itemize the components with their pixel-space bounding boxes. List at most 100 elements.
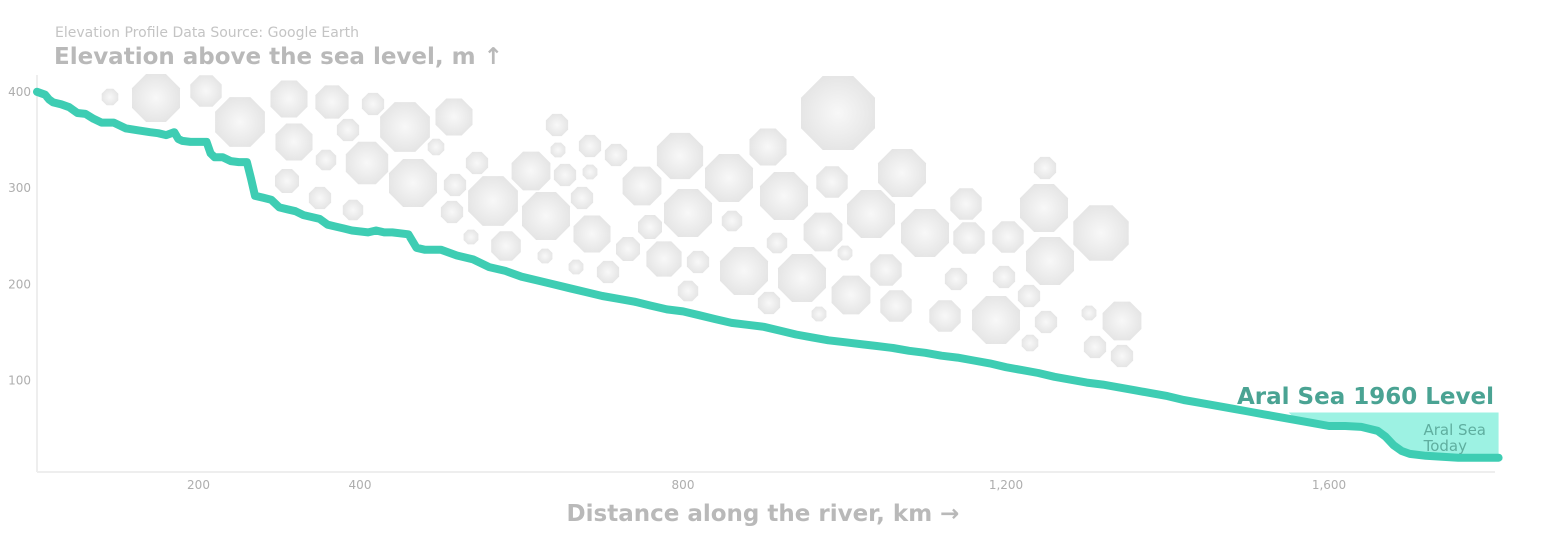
decorative-octagon (1020, 184, 1068, 232)
x-tick-labels: 200 400 800 1,200 1,600 (187, 478, 1346, 492)
decorative-octagon (831, 275, 871, 315)
decorative-octagon (270, 80, 308, 118)
decorative-octagon (463, 229, 479, 245)
decorative-octagon (705, 154, 753, 202)
decorative-octagon (570, 186, 594, 210)
x-tick-label: 1,200 (989, 478, 1023, 492)
decorative-octagon (760, 172, 808, 220)
x-axis-label: Distance along the river, km → (567, 501, 960, 527)
data-source-note: Elevation Profile Data Source: Google Ea… (55, 25, 359, 41)
decorative-octagon (468, 176, 518, 226)
decorative-octagon (972, 296, 1020, 344)
decorative-octagon (522, 192, 570, 240)
decorative-octagon (537, 248, 553, 264)
decorative-octagon (275, 169, 299, 193)
decorative-octagons (101, 74, 1142, 368)
decorative-octagon (646, 241, 682, 277)
decorative-octagon (1081, 305, 1097, 321)
decorative-octagon (992, 221, 1024, 253)
decorative-octagon (721, 210, 743, 232)
decorative-octagon (553, 163, 577, 187)
decorative-octagon (308, 186, 332, 210)
decorative-octagon (190, 75, 222, 107)
x-tick-label: 800 (672, 478, 695, 492)
decorative-octagon (950, 188, 982, 220)
decorative-octagon (380, 102, 430, 152)
decorative-octagon (677, 280, 699, 302)
decorative-octagon (361, 92, 385, 116)
decorative-octagon (315, 85, 349, 119)
decorative-octagon (568, 259, 584, 275)
decorative-octagon (816, 166, 848, 198)
decorative-octagon (215, 97, 265, 147)
decorative-octagon (443, 173, 467, 197)
decorative-octagon (440, 200, 464, 224)
decorative-octagon (811, 306, 827, 322)
decorative-octagon (545, 113, 569, 137)
decorative-octagon (616, 237, 640, 261)
x-tick-label: 400 (349, 478, 372, 492)
decorative-octagon (596, 260, 620, 284)
decorative-octagon (275, 123, 313, 161)
decorative-octagon (1102, 301, 1142, 341)
decorative-octagon (656, 132, 704, 180)
decorative-octagon (550, 142, 566, 158)
decorative-octagon (880, 290, 912, 322)
decorative-octagon (1033, 156, 1057, 180)
decorative-octagon (803, 212, 843, 252)
decorative-octagon (801, 76, 875, 150)
y-tick-label: 200 (8, 277, 31, 291)
decorative-octagon (1021, 334, 1039, 352)
decorative-octagon (766, 232, 788, 254)
decorative-octagon (1073, 205, 1129, 261)
decorative-octagon (778, 254, 826, 302)
decorative-octagon (992, 265, 1016, 289)
decorative-octagon (1110, 344, 1134, 368)
y-tick-label: 100 (8, 374, 31, 388)
x-tick-label: 1,600 (1312, 478, 1346, 492)
decorative-octagon (929, 300, 961, 332)
y-tick-label: 400 (8, 85, 31, 99)
decorative-octagon (491, 231, 521, 261)
y-tick-label: 300 (8, 181, 31, 195)
decorative-octagon (604, 143, 628, 167)
decorative-octagon (878, 149, 926, 197)
decorative-octagon (901, 209, 949, 257)
y-tick-labels: 100 200 300 400 (8, 85, 31, 388)
decorative-octagon (132, 74, 180, 122)
decorative-octagon (1026, 237, 1074, 285)
decorative-octagon (847, 190, 895, 238)
decorative-octagon (101, 88, 119, 106)
decorative-octagon (1017, 284, 1041, 308)
decorative-octagon (315, 149, 337, 171)
aral-sea-today-label-line2: Today (1423, 437, 1468, 455)
decorative-octagon (1083, 335, 1107, 359)
decorative-octagon (686, 250, 710, 274)
decorative-octagon (837, 245, 853, 261)
x-tick-label: 200 (187, 478, 210, 492)
decorative-octagon (870, 254, 902, 286)
decorative-octagon (435, 98, 473, 136)
elevation-profile-line (33, 87, 1503, 462)
aral-sea-today-label-line1: Aral Sea (1424, 421, 1487, 439)
decorative-octagon (336, 118, 360, 142)
decorative-octagon (622, 166, 662, 206)
aral-sea-1960-label: Aral Sea 1960 Level (1237, 384, 1494, 410)
decorative-octagon (511, 151, 551, 191)
decorative-octagon (664, 189, 712, 237)
decorative-octagon (573, 215, 611, 253)
decorative-octagon (427, 138, 445, 156)
decorative-octagon (582, 164, 598, 180)
decorative-octagon (345, 141, 389, 185)
decorative-octagon (944, 267, 968, 291)
decorative-octagon (749, 128, 787, 166)
decorative-octagon (953, 222, 985, 254)
decorative-octagon (1034, 310, 1058, 334)
decorative-octagon (757, 291, 781, 315)
decorative-octagon (638, 215, 662, 239)
decorative-octagon (389, 159, 437, 207)
decorative-octagon (720, 247, 768, 295)
decorative-octagon (465, 151, 489, 175)
y-axis-label: Elevation above the sea level, m ↑ (54, 44, 503, 70)
